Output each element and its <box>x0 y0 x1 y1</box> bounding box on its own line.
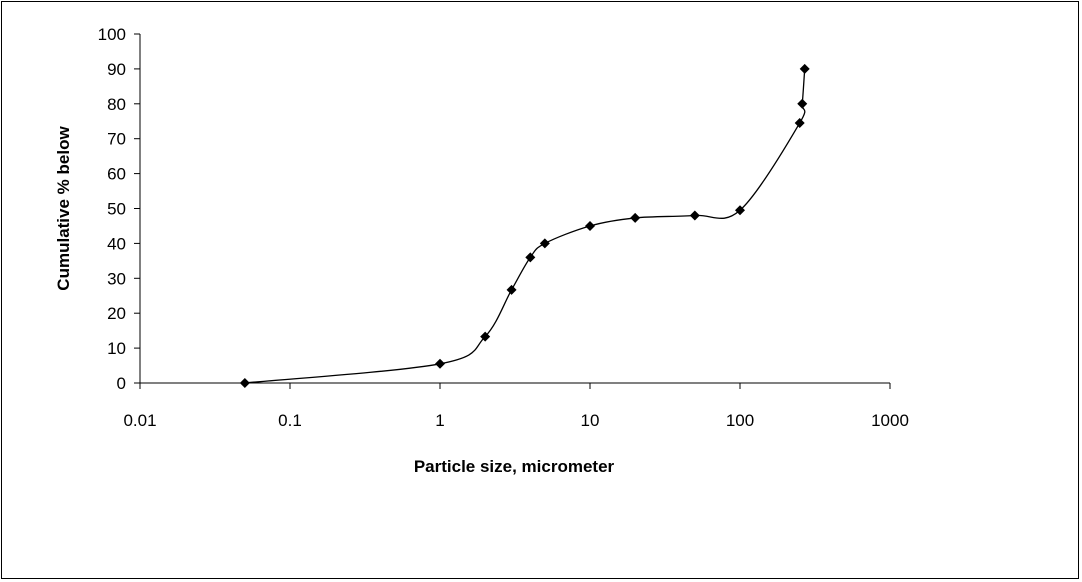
y-tick-label: 70 <box>107 130 126 149</box>
x-tick-label: 0.01 <box>123 411 156 430</box>
data-point-marker <box>585 220 595 231</box>
data-point-marker <box>435 358 445 369</box>
series-line <box>244 68 806 384</box>
x-tick-label: 1000 <box>871 411 909 430</box>
x-tick-label: 0.1 <box>278 411 302 430</box>
y-tick-label: 80 <box>107 95 126 114</box>
series-markers <box>239 63 810 388</box>
y-tick-label: 20 <box>107 304 126 323</box>
x-tick-label: 10 <box>581 411 600 430</box>
data-point-marker <box>506 284 517 295</box>
y-tick-label: 90 <box>107 60 126 79</box>
data-point-marker <box>794 117 805 128</box>
x-axis-title: Particle size, micrometer <box>414 457 615 476</box>
y-tick-label: 10 <box>107 339 126 358</box>
y-axis-title: Cumulative % below <box>54 126 73 291</box>
y-tick-label: 0 <box>117 374 126 393</box>
x-tick-label: 1 <box>435 411 444 430</box>
y-tick-label: 50 <box>107 200 126 219</box>
data-point-marker <box>525 252 536 263</box>
y-tick-label: 30 <box>107 269 126 288</box>
data-point-marker <box>239 378 250 388</box>
y-tick-label: 60 <box>107 165 126 184</box>
data-point-marker <box>630 212 641 223</box>
data-point-marker <box>539 238 550 249</box>
x-tick-label: 100 <box>726 411 754 430</box>
tick-labels: 0 10 20 30 40 50 60 70 80 90 100 0.01 0.1 1 10 100 1000 <box>98 25 909 430</box>
data-point-marker <box>480 331 491 342</box>
data-point-marker <box>735 205 745 216</box>
y-tick-label: 100 <box>98 25 126 44</box>
data-point-marker <box>689 210 700 221</box>
data-point-marker <box>799 63 810 74</box>
axes <box>134 33 891 389</box>
y-tick-label: 40 <box>107 234 126 253</box>
data-point-marker <box>797 98 808 109</box>
